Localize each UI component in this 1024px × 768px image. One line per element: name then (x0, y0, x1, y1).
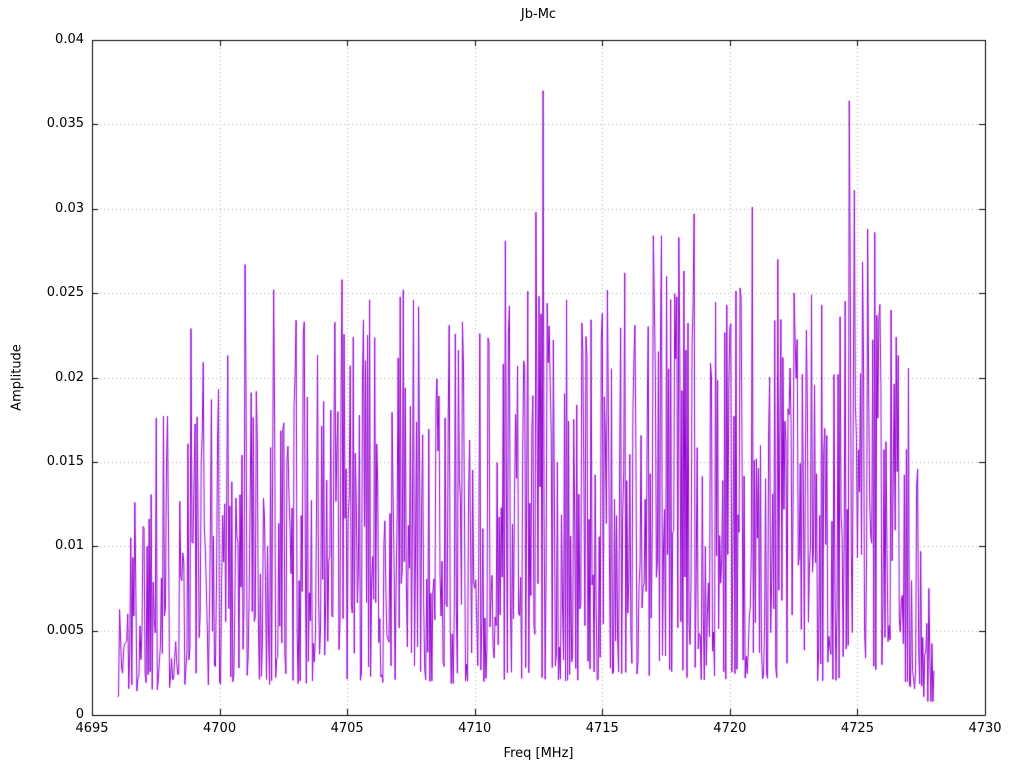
x-tick-label: 4715 (585, 721, 619, 736)
y-tick-label: 0.02 (55, 369, 84, 385)
y-tick-label: 0.03 (55, 200, 84, 216)
x-tick-label: 4695 (75, 721, 109, 736)
y-tick-label: 0.015 (46, 453, 84, 469)
x-tick-label: 4700 (203, 721, 237, 736)
y-tick-label: 0.005 (46, 622, 84, 638)
x-tick-label: 4730 (968, 721, 1002, 736)
x-tick-label: 4705 (330, 721, 364, 736)
x-tick-label: 4720 (713, 721, 747, 736)
y-tick-label: 0.04 (55, 32, 84, 47)
chart-title: Jb-Mc (520, 7, 557, 22)
y-tick-label: 0.01 (55, 538, 84, 554)
y-tick-label: 0 (75, 707, 84, 722)
y-tick-label: 0.025 (46, 285, 84, 301)
x-axis-label: Freq [MHz] (503, 746, 574, 761)
y-tick-label: 0.035 (46, 116, 84, 132)
x-tick-label: 4710 (458, 721, 492, 736)
x-tick-label: 4725 (840, 721, 874, 736)
